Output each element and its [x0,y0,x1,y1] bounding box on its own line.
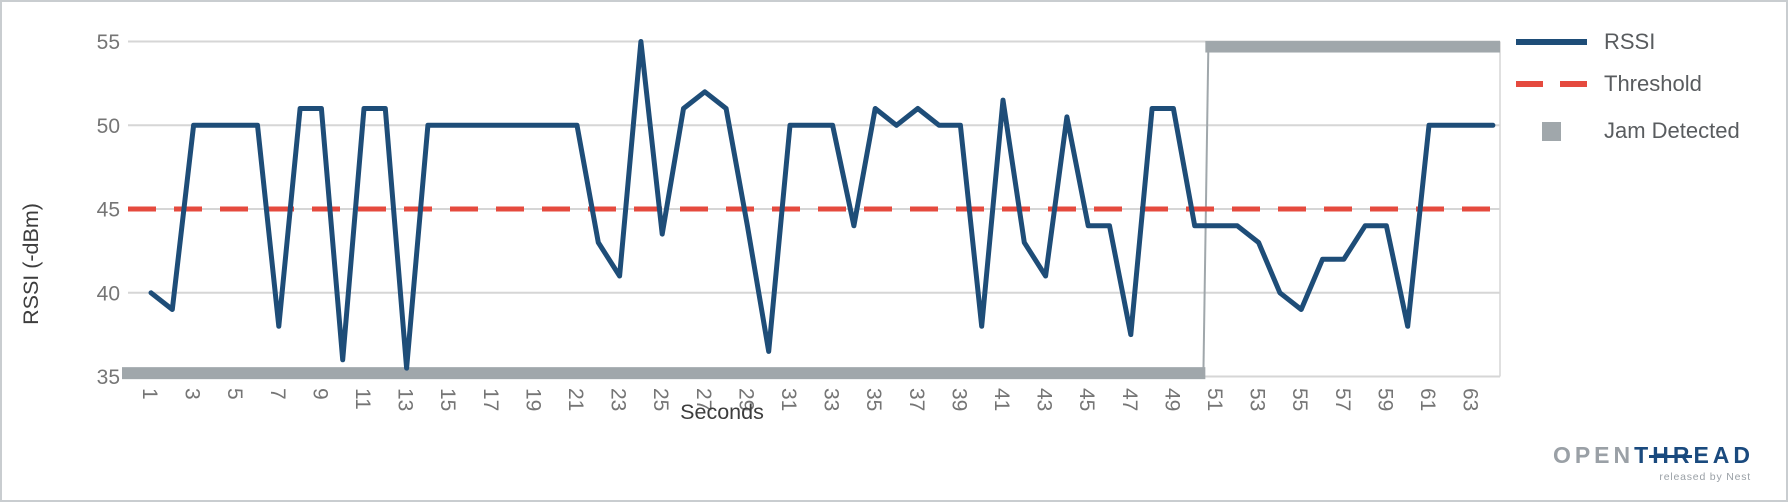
legend-label-threshold: Threshold [1604,71,1702,96]
logo-t-text: T [1634,442,1653,468]
logo-hr-ligature: HR [1649,442,1694,468]
x-tick-label-43: 43 [1033,388,1056,411]
openthread-wordmark: OPENTHREAD [1553,442,1754,469]
x-tick-label-15: 15 [436,388,459,411]
x-tick-label-61: 61 [1416,388,1439,411]
legend-item-threshold: Threshold [1516,71,1702,97]
x-tick-label-47: 47 [1118,388,1141,411]
y-tick-label-40: 40 [97,282,120,305]
logo-tagline: released by Nest [1659,471,1751,483]
x-tick-label-41: 41 [990,388,1013,411]
x-tick-label-3: 3 [181,388,204,400]
x-tick-label-49: 49 [1160,388,1183,411]
x-tick-label-27: 27 [692,388,715,411]
legend-item-jam-detected: Jam Detected [1516,118,1740,144]
logo-open-text: OPEN [1552,442,1635,468]
logo-ead-text: EAD [1693,442,1754,468]
jam-band-on [1205,41,1500,53]
x-tick-label-23: 23 [607,388,630,411]
x-tick-label-33: 33 [820,388,843,411]
x-tick-label-39: 39 [947,388,970,411]
x-tick-label-21: 21 [564,388,587,411]
y-axis-title: RSSI (-dBm) [19,203,43,325]
x-tick-label-57: 57 [1331,388,1354,411]
x-tick-label-31: 31 [777,388,800,411]
rssi-line-layer [148,39,1496,371]
threshold-dash-swatch [1516,81,1587,87]
x-tick-label-7: 7 [266,388,289,400]
x-tick-label-9: 9 [308,388,331,400]
y-tick-label-35: 35 [97,366,120,389]
x-tick-label-5: 5 [223,388,246,400]
jam-detected-layer [122,41,1500,380]
rssi-line [148,39,1496,371]
x-tick-label-25: 25 [649,388,672,411]
jam-transition-line [1202,46,1210,378]
x-tick-label-19: 19 [521,388,544,411]
x-tick-label-35: 35 [862,388,885,411]
x-tick-label-29: 29 [734,388,757,411]
legend-label-jam-detected: Jam Detected [1604,118,1740,143]
x-tick-label-53: 53 [1246,388,1269,411]
x-tick-label-59: 59 [1373,388,1396,411]
x-tick-label-13: 13 [394,388,417,411]
jam-square-swatch [1542,121,1561,141]
legend-item-rssi: RSSI [1516,29,1655,55]
x-tick-label-63: 63 [1459,388,1482,411]
y-tick-label-55: 55 [97,31,120,54]
openthread-logo: OPENTHREAD released by Nest [1553,442,1754,483]
y-tick-label-45: 45 [97,199,120,222]
x-tick-label-17: 17 [479,388,502,411]
x-tick-label-37: 37 [905,388,928,411]
x-tick-label-11: 11 [351,388,374,410]
x-tick-label-51: 51 [1203,388,1226,411]
x-tick-label-1: 1 [138,388,161,400]
x-tick-label-45: 45 [1075,388,1098,411]
x-axis-title: Seconds [680,400,764,424]
rssi-line-swatch [1516,39,1587,45]
x-tick-label-55: 55 [1288,388,1311,411]
y-tick-label-50: 50 [97,115,120,138]
jam-band-off [122,367,1206,380]
legend-label-rssi: RSSI [1604,29,1656,54]
